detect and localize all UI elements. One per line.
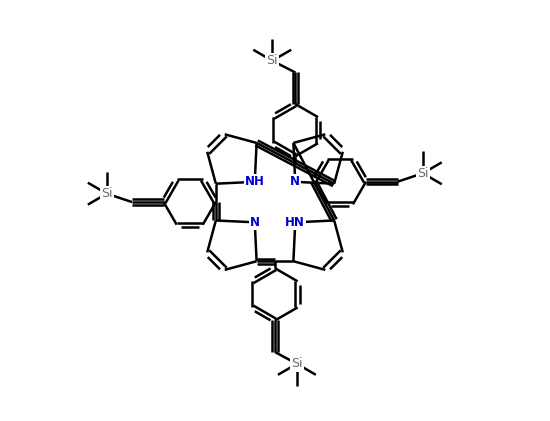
Text: NH: NH	[245, 175, 265, 188]
Text: Si: Si	[417, 167, 428, 180]
Text: Si: Si	[291, 357, 302, 370]
Text: Si: Si	[267, 54, 278, 67]
Text: N: N	[290, 175, 300, 188]
Text: N: N	[250, 216, 260, 229]
Text: Si: Si	[101, 187, 113, 200]
Text: HN: HN	[285, 216, 305, 229]
